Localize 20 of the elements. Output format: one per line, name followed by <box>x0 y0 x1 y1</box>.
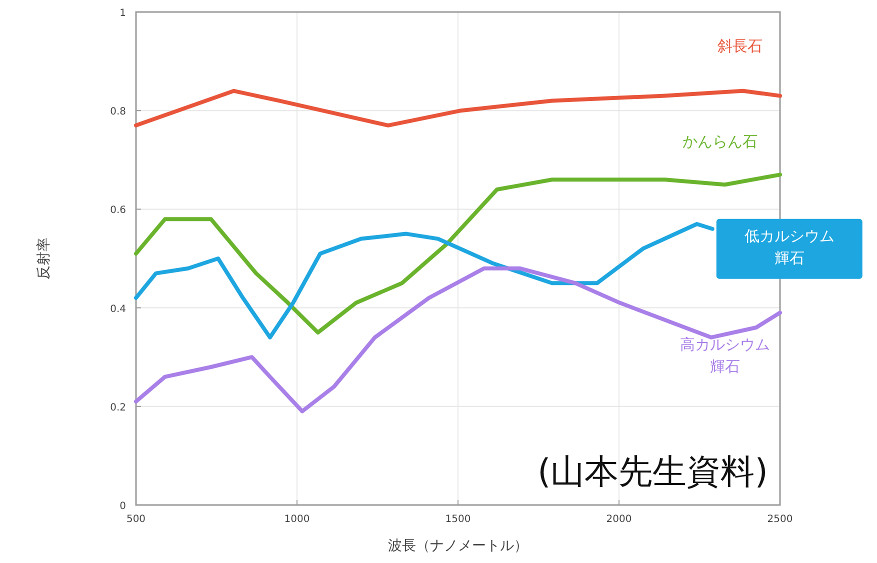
x-tick-label: 1000 <box>284 514 310 525</box>
x-tick-label: 2500 <box>767 514 793 525</box>
y-tick-label: 0.4 <box>110 304 126 315</box>
y-tick-label: 0.8 <box>110 106 126 118</box>
x-tick-label: 500 <box>126 514 146 525</box>
x-axis-title: 波長（ナノメートル） <box>388 538 528 554</box>
y-tick-label: 1 <box>120 8 126 19</box>
y-tick-label: 0.2 <box>110 402 126 414</box>
x-tick-label: 1500 <box>445 514 471 525</box>
line-series <box>134 266 782 414</box>
y-tick-label: 0.6 <box>110 205 126 216</box>
y-tick-label: 0 <box>120 501 126 512</box>
text: 低カルシウム輝石 <box>744 226 834 267</box>
series-label: 高カルシウム輝石 <box>680 336 770 376</box>
annotation: (山本先生資料) <box>537 452 768 492</box>
series-label: かんらん石 <box>682 132 758 151</box>
text: 斜長石 <box>718 36 762 55</box>
line-series <box>134 88 782 128</box>
y-axis-title: 反射率 <box>36 238 52 280</box>
x-tick-label: 2000 <box>606 514 632 525</box>
